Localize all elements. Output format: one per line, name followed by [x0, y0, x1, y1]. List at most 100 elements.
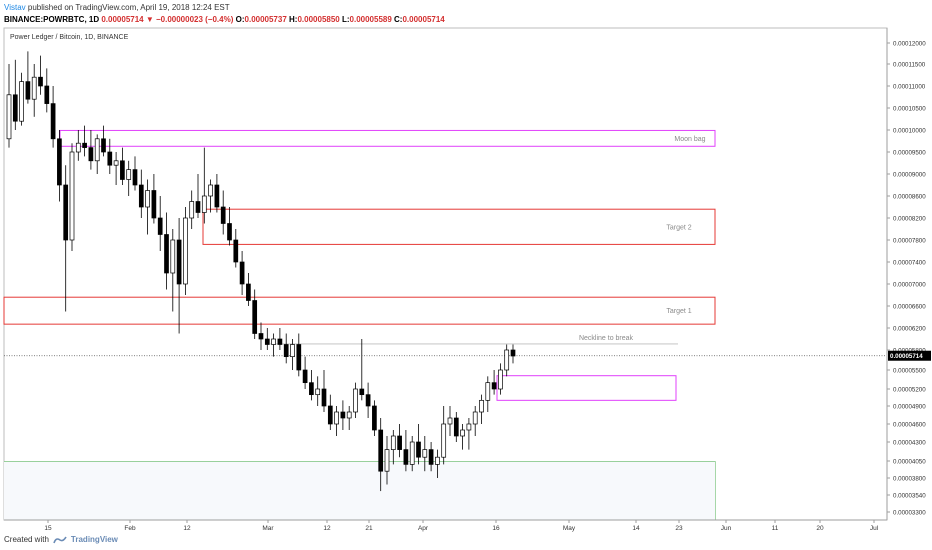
candle-body	[195, 201, 201, 213]
published-text: published on TradingView.com, April 19, …	[27, 3, 230, 12]
candle-body	[101, 138, 106, 153]
candle-body	[409, 441, 415, 465]
candle	[346, 406, 352, 430]
candle-body	[264, 338, 270, 345]
candle-body	[252, 300, 258, 334]
candle	[12, 59, 18, 130]
candle	[252, 289, 258, 339]
candle-body	[428, 449, 434, 465]
open-value: 0.00005737	[244, 15, 287, 24]
author-link[interactable]: Vistav	[4, 3, 26, 12]
candle	[302, 356, 308, 389]
candle	[466, 418, 472, 450]
candle	[365, 382, 371, 418]
candle	[453, 412, 459, 442]
candle-body	[378, 429, 384, 472]
candle-body	[315, 388, 321, 396]
close-label: C:	[394, 15, 403, 24]
candle	[315, 376, 321, 406]
y-tick-label: 0.00005500	[893, 368, 926, 375]
candle-body	[157, 217, 163, 235]
candle	[107, 138, 113, 174]
candle-body	[12, 94, 18, 122]
candle	[126, 160, 132, 196]
low-label: L:	[341, 15, 350, 24]
candle-body	[233, 239, 239, 263]
candle-body	[57, 138, 62, 186]
candle-body	[88, 147, 94, 162]
candle	[63, 165, 69, 312]
candle-body	[176, 239, 182, 285]
y-tick-label: 0.00006200	[893, 326, 926, 333]
candle-body	[498, 369, 503, 390]
x-tick-label: May	[563, 525, 576, 532]
y-tick-label: 0.00003540	[893, 493, 926, 500]
candle	[233, 229, 239, 268]
candle	[378, 418, 384, 492]
candle	[390, 430, 396, 465]
candle-body	[334, 411, 339, 425]
candle-body	[384, 449, 390, 472]
candle	[428, 442, 434, 472]
candle	[277, 328, 283, 350]
candle	[510, 344, 516, 364]
candle-body	[479, 399, 484, 413]
candle	[183, 207, 188, 295]
candle	[422, 436, 428, 472]
candle	[296, 333, 302, 377]
x-tick-label: 12	[323, 525, 331, 532]
candle-body	[365, 394, 371, 407]
candle-body	[19, 81, 24, 122]
candle	[271, 333, 276, 357]
candle	[88, 130, 94, 170]
x-tick-label: 20	[816, 525, 824, 532]
candle	[189, 190, 195, 229]
brand-link[interactable]: TradingView	[70, 535, 118, 544]
candle	[170, 229, 176, 312]
y-tick-label: 0.00007800	[893, 238, 926, 245]
candle	[239, 251, 245, 295]
candle	[82, 125, 87, 157]
candle	[460, 424, 465, 450]
candle	[69, 143, 75, 251]
candle	[201, 147, 207, 224]
candle-body	[277, 338, 283, 345]
candle-body	[132, 169, 138, 186]
candle	[441, 406, 447, 465]
candle-body	[107, 151, 113, 166]
candle	[19, 72, 24, 126]
candle-body	[94, 138, 100, 162]
candle-body	[321, 388, 327, 407]
y-tick-label: 0.00012000	[893, 41, 926, 48]
candle-body	[258, 333, 264, 340]
candle-body	[271, 338, 276, 345]
change-text: ▼ −0.00000023 (−0.4%)	[145, 15, 234, 24]
publish-info: Vistav published on TradingView.com, Apr…	[4, 3, 230, 12]
candle-body	[38, 76, 43, 87]
candle	[504, 344, 510, 377]
high-label: H:	[289, 15, 298, 24]
candle	[403, 430, 409, 472]
candle	[157, 196, 163, 251]
ohlc-header: BINANCE:POWRBTC, 1D 0.00005714 ▼ −0.0000…	[4, 15, 445, 24]
candle-body	[453, 417, 459, 437]
candle	[132, 156, 138, 191]
candle-body	[472, 411, 478, 425]
candle	[176, 218, 182, 334]
candle-body	[214, 184, 220, 208]
candle-body	[359, 388, 365, 396]
candle	[491, 370, 497, 395]
y-tick-label: 0.00007400	[893, 260, 926, 267]
footer: Created with TradingView	[4, 535, 118, 544]
candle	[214, 174, 220, 213]
candle	[120, 147, 125, 185]
candle-body	[435, 456, 440, 465]
candle-body	[25, 81, 31, 100]
x-tick-label: Feb	[124, 525, 136, 532]
candle-body	[220, 206, 226, 224]
candle-body	[227, 223, 232, 241]
candle	[283, 333, 289, 364]
candle-body	[491, 382, 497, 390]
candle-body	[126, 169, 132, 180]
